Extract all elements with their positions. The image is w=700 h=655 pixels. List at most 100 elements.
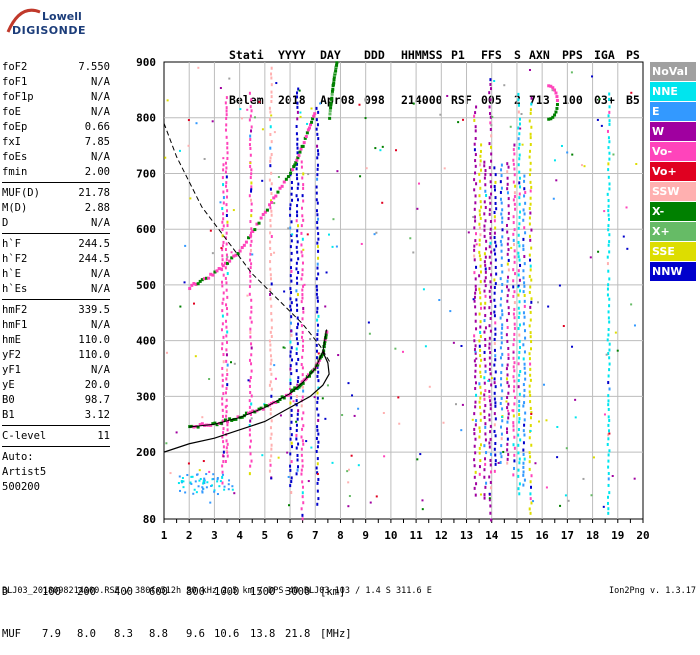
interference-dot — [226, 368, 229, 372]
muf-value: [MHz] — [320, 628, 352, 640]
o-trace-dot — [301, 381, 305, 385]
interference-dot — [221, 262, 224, 266]
interference-dot — [523, 388, 526, 392]
interference-dot — [478, 226, 481, 230]
param-label: MUF(D) — [2, 187, 40, 199]
interference-dot — [301, 293, 304, 297]
interference-dot — [494, 354, 497, 358]
noise-dot — [225, 450, 228, 453]
interference-dot — [249, 248, 252, 252]
interference-dot — [296, 281, 299, 285]
param-row: foE N/A — [2, 105, 110, 120]
interference-dot — [296, 468, 299, 472]
interference-dot — [300, 324, 303, 328]
sporadic-echo-dot — [191, 475, 194, 478]
interference-dot — [483, 260, 486, 264]
interference-dot — [249, 274, 252, 278]
interference-dot — [221, 402, 224, 406]
second-hop-dot — [303, 136, 307, 140]
noise-dot — [324, 417, 327, 420]
interference-dot — [506, 279, 509, 283]
noise-dot — [497, 461, 500, 464]
interference-dot — [478, 209, 481, 213]
interference-dot — [517, 269, 520, 273]
sporadic-echo-dot — [180, 479, 183, 482]
second-hop-dot — [305, 131, 309, 135]
interference-dot — [608, 362, 611, 366]
interference-dot — [501, 313, 504, 317]
interference-dot — [522, 343, 525, 347]
noise-dot — [198, 469, 201, 472]
interference-dot — [297, 182, 300, 186]
interference-dot — [480, 168, 483, 172]
interference-dot — [606, 262, 609, 266]
interference-dot — [488, 255, 491, 259]
noise-dot — [566, 151, 569, 154]
interference-dot — [222, 212, 225, 216]
interference-dot — [488, 413, 491, 417]
interference-dot — [488, 498, 491, 502]
interference-dot — [528, 467, 531, 471]
interference-dot — [221, 408, 224, 412]
interference-dot — [249, 464, 252, 468]
param-label: fxI — [2, 136, 21, 148]
interference-dot — [518, 258, 521, 262]
o-trace-dot — [324, 335, 328, 339]
interference-dot — [474, 312, 477, 316]
interference-dot — [528, 290, 531, 294]
interference-dot — [480, 306, 483, 310]
interference-dot — [494, 434, 497, 438]
interference-dot — [524, 201, 527, 205]
interference-dot — [529, 378, 532, 382]
interference-dot — [225, 359, 228, 363]
interference-dot — [249, 439, 252, 443]
param-value: N/A — [91, 217, 110, 229]
sporadic-echo-dot — [211, 484, 214, 487]
interference-dot — [506, 363, 509, 367]
param-row: D N/A — [2, 216, 110, 231]
noise-dot — [519, 127, 522, 130]
interference-dot — [295, 423, 298, 427]
interference-dot — [513, 202, 516, 206]
interference-dot — [608, 92, 611, 96]
legend-item-sse: SSE — [650, 242, 696, 261]
noise-dot — [225, 404, 228, 407]
o-trace-dot — [319, 354, 323, 358]
interference-dot — [529, 497, 532, 501]
interference-dot — [249, 243, 252, 247]
interference-dot — [269, 343, 272, 347]
param-label: yF2 — [2, 349, 21, 361]
interference-dot — [512, 421, 515, 425]
interference-dot — [270, 199, 273, 203]
interference-dot — [488, 208, 491, 212]
interference-dot — [529, 285, 532, 289]
interference-dot — [522, 465, 525, 469]
interference-dot — [269, 380, 272, 384]
param-label: B0 — [2, 394, 15, 406]
interference-dot — [607, 228, 610, 232]
interference-dot — [269, 260, 272, 264]
interference-dot — [221, 284, 224, 288]
interference-dot — [608, 320, 611, 324]
param-row: h`F2 244.5 — [2, 252, 110, 267]
interference-dot — [485, 239, 488, 243]
muf-value: 8.3 — [114, 628, 133, 640]
oblique-echo-dot — [555, 103, 559, 107]
interference-dot — [523, 281, 526, 285]
interference-dot — [289, 203, 292, 207]
o-trace-dot — [261, 407, 265, 411]
param-label: foE — [2, 106, 21, 118]
interference-dot — [484, 219, 487, 223]
interference-dot — [250, 227, 253, 231]
interference-dot — [528, 357, 531, 361]
noise-dot — [592, 456, 595, 459]
second-hop-dot — [259, 216, 263, 220]
interference-dot — [500, 444, 503, 448]
interference-dot — [225, 123, 228, 127]
noise-dot — [574, 398, 577, 401]
second-hop-dot — [311, 117, 315, 121]
legend-item-w: W — [650, 122, 696, 141]
interference-dot — [269, 293, 272, 297]
noise-dot — [614, 331, 617, 334]
interference-dot — [512, 343, 515, 347]
